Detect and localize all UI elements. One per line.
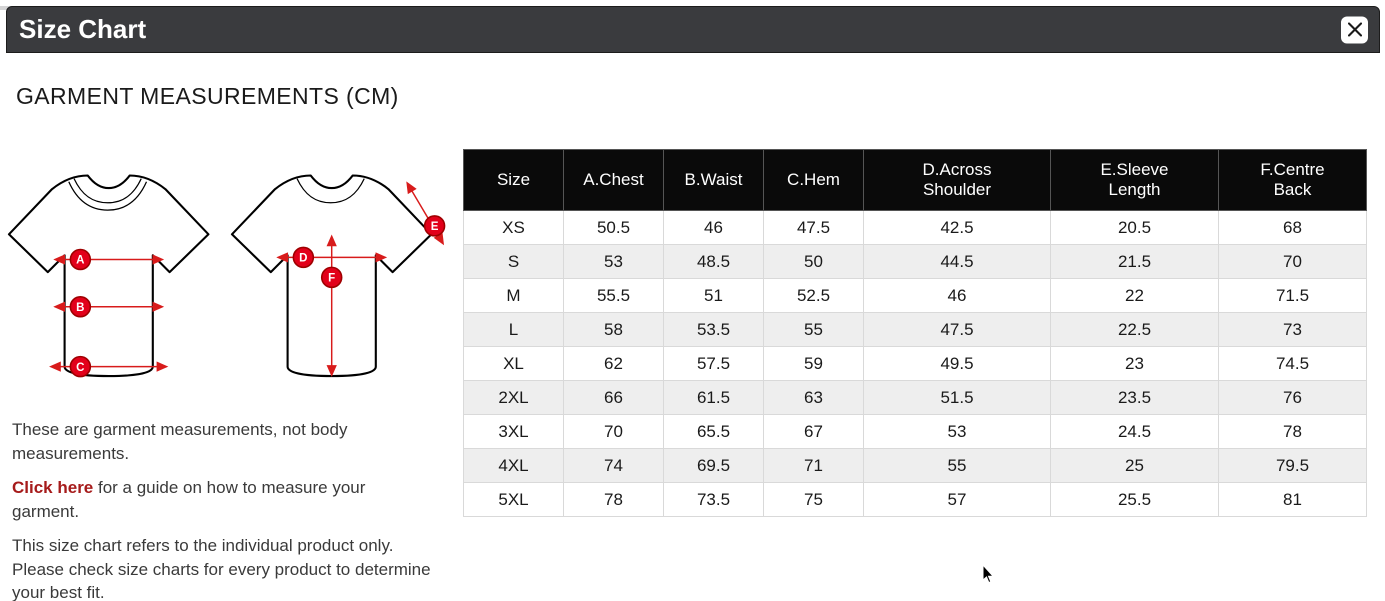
svg-text:D: D xyxy=(299,253,307,265)
svg-text:E: E xyxy=(431,221,439,233)
svg-text:C: C xyxy=(76,362,85,374)
svg-text:F: F xyxy=(328,273,335,285)
svg-text:B: B xyxy=(76,302,84,314)
svg-text:A: A xyxy=(76,255,85,267)
